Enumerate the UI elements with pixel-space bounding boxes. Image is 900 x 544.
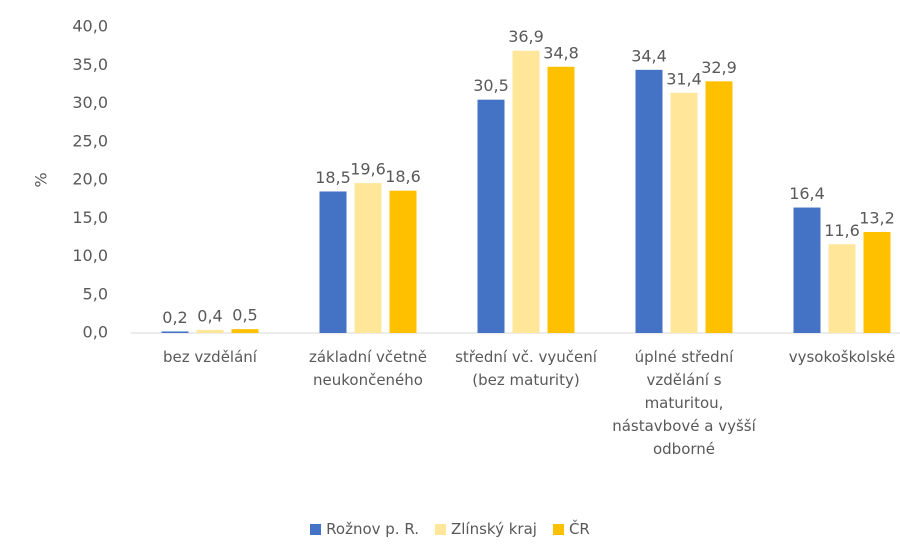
y-tick-label: 20,0 [72,170,108,189]
data-label: 19,6 [350,160,386,179]
bar [477,99,505,333]
bar [793,207,821,333]
x-tick-label: vysokoškolské [788,348,896,366]
bar [231,329,259,333]
legend-swatch [434,523,446,535]
y-tick-label: 35,0 [72,55,108,74]
y-tick-label: 5,0 [83,284,108,303]
bar [635,69,663,333]
legend-item: Rožnov p. R. [310,520,419,538]
bar [547,66,575,333]
legend-item: Zlínský kraj [434,520,537,538]
bar [319,191,347,333]
data-label: 0,4 [197,306,222,325]
data-label: 18,6 [385,167,421,186]
data-label: 13,2 [859,209,895,228]
data-label: 31,4 [666,69,702,88]
bar [354,183,382,333]
bar [196,329,224,333]
y-tick-label: 15,0 [72,208,108,227]
y-tick-label: 0,0 [83,323,108,342]
legend-item: ČR [552,520,590,538]
data-label: 34,4 [631,46,667,65]
bar [670,92,698,333]
data-label: 11,6 [824,221,860,240]
bar [389,190,417,333]
y-tick-label: 30,0 [72,93,108,112]
legend-label: Zlínský kraj [450,520,537,538]
legend-swatch [310,523,322,535]
legend: Rožnov p. R. Zlínský kraj ČR [0,520,900,538]
data-label: 30,5 [473,76,509,95]
y-axis-label: % [32,172,51,187]
x-tick-label: bez vzdělání [163,348,257,366]
bar [863,232,891,333]
x-tick-label: střední vč. vyučení (bez maturity) [455,348,597,389]
y-tick-label: 25,0 [72,131,108,150]
data-label: 34,8 [543,43,579,62]
bar [161,331,189,333]
bar [512,50,540,334]
bar [705,81,733,333]
data-label: 0,5 [232,306,257,325]
bar [828,244,856,333]
x-tick-label: základní včetně neukončeného [308,348,428,389]
data-label: 16,4 [789,184,825,203]
data-label: 36,9 [508,27,544,46]
y-tick-label: 10,0 [72,246,108,265]
legend-label: ČR [568,520,590,538]
y-tick-label: 40,0 [72,17,108,36]
data-label: 18,5 [315,168,351,187]
data-label: 32,9 [701,58,737,77]
x-tick-label: úplné střední vzdělání s maturitou, nást… [612,348,756,458]
legend-swatch [552,523,564,535]
data-label: 0,2 [162,308,187,327]
legend-label: Rožnov p. R. [326,520,419,538]
